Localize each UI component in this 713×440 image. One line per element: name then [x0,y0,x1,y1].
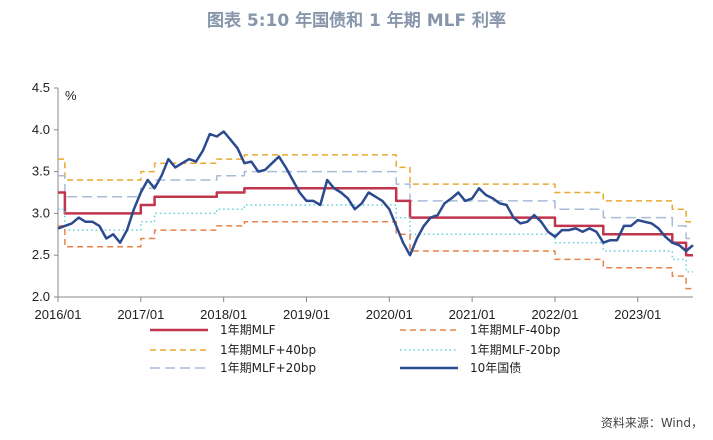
legend-label-m40: 1年期MLF-40bp [470,323,560,337]
legend: 1年期MLF 1年期MLF-40bp 1年期MLF+40bp 1年期MLF-20bp 1… [150,323,560,375]
x-tick-label: 2018/01 [200,307,247,322]
legend-label-p20: 1年期MLF+20bp [220,361,316,375]
x-tick-label: 2017/01 [117,307,164,322]
legend-label-mlf: 1年期MLF [220,323,276,337]
series-line-mlf [58,187,693,257]
x-tick-label: 2020/01 [366,307,413,322]
legend-label-m20: 1年期MLF-20bp [470,343,560,357]
y-tick-label: 4.5 [32,80,50,95]
x-tick-label: 2019/01 [283,307,330,322]
y-tick-label: 2.0 [32,289,50,304]
series-line-p40 [58,154,693,223]
y-tick-label: 4.0 [32,122,50,137]
y-axis-unit: % [65,88,77,103]
x-tick-label: 2021/01 [449,307,496,322]
legend-label-p40: 1年期MLF+40bp [220,343,316,357]
plot-area [57,130,694,290]
x-tick-label: 2023/01 [614,307,661,322]
x-tick-label: 2022/01 [531,307,578,322]
x-tick-label: 2016/01 [35,307,82,322]
series-line-p20 [58,170,693,240]
y-tick-label: 3.0 [32,205,50,220]
axes: 2.0 2.5 3.0 3.5 4.0 4.5% 2016/01 2017/01 2018/01… [32,80,693,322]
chart-title: 图表 5:10 年国债和 1 年期 MLF 利率 [207,11,506,31]
series-line-gov [57,130,694,257]
series-line-m20 [58,204,693,273]
source-note: 资料来源：Wind， [600,416,703,430]
y-tick-label: 2.5 [32,247,50,262]
legend-label-gov: 10年国债 [470,361,521,375]
y-tick-label: 3.5 [32,164,50,179]
